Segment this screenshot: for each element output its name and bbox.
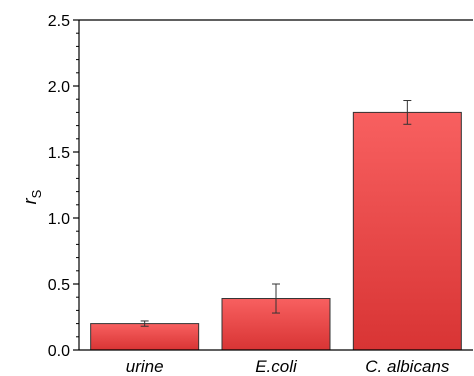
- y-tick-label-4: 2.0: [48, 79, 70, 96]
- x-tick-label-0: urine: [126, 357, 164, 376]
- y-axis-title: rS: [20, 189, 44, 204]
- x-tick-label-1: E.coli: [255, 357, 298, 376]
- y-axis-title-subscript: S: [29, 189, 44, 198]
- x-tick-label-2: C. albicans: [365, 357, 450, 376]
- bar-2: [352, 111, 462, 351]
- y-tick-label-3: 1.5: [48, 145, 70, 162]
- y-tick-label-1: 0.5: [48, 277, 70, 294]
- y-tick-label-0: 0.0: [48, 343, 70, 360]
- bar-0: [90, 323, 200, 351]
- y-tick-label-5: 2.5: [48, 13, 70, 30]
- y-axis-title-main: r: [20, 197, 40, 204]
- y-tick-label-2: 1.0: [48, 211, 70, 228]
